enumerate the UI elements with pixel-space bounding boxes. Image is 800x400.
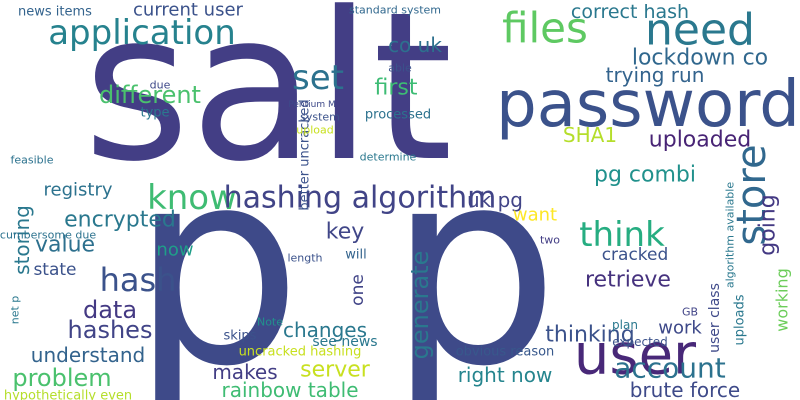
word: p p <box>131 111 560 400</box>
word: uploads <box>733 294 748 345</box>
word: correct hash <box>571 1 689 23</box>
word: user <box>574 323 697 388</box>
word: state <box>33 260 76 280</box>
word: work <box>658 318 702 339</box>
word: hashes <box>68 316 153 344</box>
word: know <box>147 178 237 218</box>
word: current user <box>133 0 244 21</box>
word: set <box>292 58 344 98</box>
word: SHA1 <box>563 123 617 147</box>
word: news items <box>18 5 92 20</box>
word: better uncracked <box>298 99 313 210</box>
word: user class <box>707 283 723 353</box>
word: key <box>326 220 365 245</box>
word: problem <box>12 364 111 392</box>
word: expected <box>612 335 668 349</box>
word: storing <box>10 205 34 275</box>
word: obvious reason <box>456 345 555 360</box>
word: right now <box>458 363 553 387</box>
word: store <box>729 144 775 245</box>
word: system <box>300 111 340 124</box>
word: processed <box>365 108 431 123</box>
word: feasible <box>11 154 54 167</box>
word: password <box>496 68 800 142</box>
word: think <box>579 215 665 255</box>
word: will <box>345 248 366 263</box>
word: hypothetically even <box>4 389 132 400</box>
word: retrieve <box>585 268 671 293</box>
word: registry <box>44 180 113 201</box>
word: changes <box>283 318 367 342</box>
word: standard system <box>349 4 441 17</box>
word: generate <box>406 251 434 360</box>
word: uncracked hashing <box>239 345 362 360</box>
word: type <box>140 106 169 121</box>
word: account <box>614 352 726 385</box>
word: want <box>513 205 557 226</box>
word: two <box>540 234 560 247</box>
word: value <box>35 233 95 258</box>
word: length <box>287 252 322 265</box>
word: going <box>756 194 781 255</box>
word: determine <box>360 151 417 164</box>
word: hashing algorithm <box>224 181 497 216</box>
word: skips <box>224 329 257 344</box>
word: plan <box>612 318 638 332</box>
word: rainbow table <box>221 378 358 400</box>
word: pg combi <box>594 163 696 188</box>
word: server <box>300 358 371 383</box>
word: Note <box>257 316 283 329</box>
word: cumbersome due <box>0 229 96 242</box>
word: brute force <box>630 378 740 400</box>
word: Pentium M <box>288 100 335 110</box>
word: upload <box>296 124 333 137</box>
word: algorithm available <box>724 182 737 288</box>
word: different <box>99 81 201 109</box>
word: GB <box>682 306 698 319</box>
word: makes <box>212 360 277 384</box>
word: files <box>502 4 588 53</box>
word: data <box>83 296 137 324</box>
word: uk pg <box>467 188 523 212</box>
word: see news <box>312 334 377 350</box>
word: working <box>773 268 792 331</box>
word: due <box>150 79 171 92</box>
word: understand <box>31 343 145 367</box>
word: net p <box>9 296 22 325</box>
word: able <box>388 62 412 75</box>
word: now <box>156 240 193 261</box>
word: thinking <box>545 323 634 348</box>
word: cracked <box>602 245 669 265</box>
word: co uk <box>388 33 442 57</box>
word: encrypted <box>64 208 176 233</box>
word: one <box>348 274 368 306</box>
word: hash <box>100 261 177 299</box>
word: lockdown co <box>632 46 768 71</box>
word: trying run <box>606 63 705 87</box>
word: first <box>375 76 418 101</box>
word: need <box>645 5 755 56</box>
word: uploaded <box>649 128 751 153</box>
word: application <box>48 13 236 53</box>
word: salt <box>83 0 453 207</box>
